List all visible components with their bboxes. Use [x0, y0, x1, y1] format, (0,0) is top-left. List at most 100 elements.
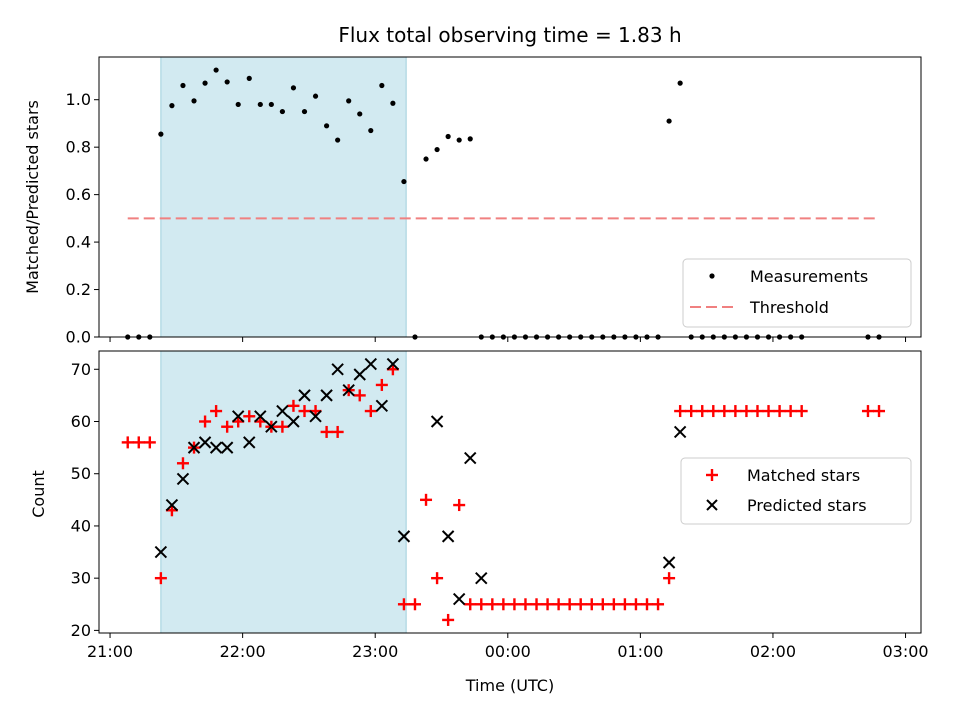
x-tick-label: 03:00 [882, 642, 928, 661]
matched-star-point [375, 378, 388, 391]
matched-star-point [353, 389, 366, 402]
matched-star-point [674, 405, 687, 418]
measurement-point [390, 100, 396, 106]
matched-star-point [243, 410, 256, 423]
y-tick-label: 40 [71, 516, 91, 535]
measurement-point [158, 131, 164, 137]
matched-star-point [420, 493, 433, 506]
matched-star-point [729, 405, 742, 418]
measurement-point [335, 137, 341, 143]
y-tick-label: 30 [71, 569, 91, 588]
matched-star-point [364, 405, 377, 418]
y-tick-label: 20 [71, 621, 91, 640]
measurement-point [456, 137, 462, 143]
predicted-star-point [176, 472, 190, 486]
matched-star-point [199, 415, 212, 428]
measurement-point [191, 98, 197, 104]
predicted-star-point [662, 556, 676, 569]
matched-star-point [685, 405, 698, 418]
predicted-star-point [276, 404, 289, 418]
measurement-point [169, 103, 175, 109]
matched-star-point [508, 598, 521, 611]
matched-star-point [519, 598, 532, 611]
measurement-point [434, 146, 440, 153]
count-panel-legend: Matched stars Predicted stars [680, 457, 912, 525]
y-tick-label: 70 [71, 360, 91, 379]
predicted-star-point [187, 441, 201, 454]
matched-star-point [320, 425, 333, 438]
chart-title: Flux total observing time = 1.83 h [338, 23, 681, 47]
matched-star-point [784, 405, 797, 418]
x-axis-label: Time (UTC) [465, 676, 554, 695]
legend-predicted-label: Predicted stars [747, 496, 867, 515]
matched-star-point [287, 399, 300, 412]
measurement-point [379, 82, 385, 89]
x-tick-label: 00:00 [485, 642, 531, 661]
measurement-point [213, 67, 219, 73]
predicted-star-point [154, 545, 168, 559]
matched-star-point [718, 405, 731, 418]
measurement-point [346, 98, 352, 104]
ratio-panel: 0.0 0.2 0.4 0.6 0.8 1.0 Matched/Predicted sta… [23, 56, 922, 347]
predicted-star-point [475, 571, 488, 585]
predicted-star-point [220, 441, 234, 454]
predicted-star-point [254, 410, 267, 423]
x-tick-label: 23:00 [352, 642, 398, 661]
predicted-star-point [386, 357, 400, 371]
measurement-point [290, 85, 297, 91]
matched-star-point [397, 598, 410, 611]
x-tick-label: 02:00 [750, 642, 796, 661]
count-panel-y-ticks: 20 30 40 50 60 70 [71, 360, 99, 640]
ratio-panel-legend: Measurements Threshold [682, 258, 912, 328]
matched-star-point [132, 436, 145, 449]
measurement-point [312, 93, 319, 99]
predicted-star-point [198, 436, 212, 449]
count-panel-x-ticks: 21:00 22:00 23:00 00:00 01:00 02:00 03:00 [87, 633, 929, 661]
matched-star-point [574, 598, 587, 611]
matched-star-point [563, 598, 576, 611]
matched-star-point [154, 572, 167, 585]
measurement-point [246, 75, 252, 81]
ratio-panel-frame [98, 56, 922, 338]
predicted-star-point [232, 410, 245, 423]
matched-star-point [497, 598, 510, 611]
predicted-star-point [265, 420, 278, 433]
x-tick-label: 22:00 [220, 642, 266, 661]
matched-star-point [453, 499, 466, 512]
count-panel-observing-span [160, 350, 407, 634]
predicted-star-point [209, 441, 223, 454]
matched-star-point [552, 598, 565, 611]
measurement-point [268, 101, 274, 108]
predicted-star-point [331, 363, 344, 376]
predicted-star-point [375, 399, 389, 413]
ratio-panel-y-ticks: 0.0 0.2 0.4 0.6 0.8 1.0 [66, 90, 99, 347]
predicted-star-point [452, 592, 466, 606]
x-tick-label: 01:00 [617, 642, 663, 661]
measurement-point [224, 79, 230, 85]
matched-star-point [873, 405, 886, 418]
matched-star-point [618, 598, 631, 611]
matched-star-point [707, 405, 720, 418]
predicted-star-point [309, 410, 322, 423]
matched-star-point [607, 598, 620, 611]
ratio-panel-x-ticks [109, 337, 907, 342]
measurement-point [467, 136, 473, 142]
measurement-point [323, 123, 330, 129]
matched-star-point [663, 572, 676, 585]
ratio-panel-observing-span [160, 56, 407, 338]
matched-star-point [696, 405, 709, 418]
predicted-star-point [464, 451, 477, 465]
predicted-star-point [342, 383, 355, 397]
predicted-star-point [364, 357, 377, 371]
y-tick-label: 50 [71, 464, 91, 483]
measurement-point [401, 178, 407, 185]
measurement-point [257, 101, 263, 108]
y-tick-label: 0.2 [66, 280, 91, 299]
matched-star-point [143, 436, 156, 449]
y-tick-label: 60 [71, 412, 91, 431]
measurement-point [202, 80, 208, 86]
matched-star-point [176, 457, 189, 470]
predicted-star-point [353, 368, 366, 381]
matched-star-point [629, 598, 642, 611]
